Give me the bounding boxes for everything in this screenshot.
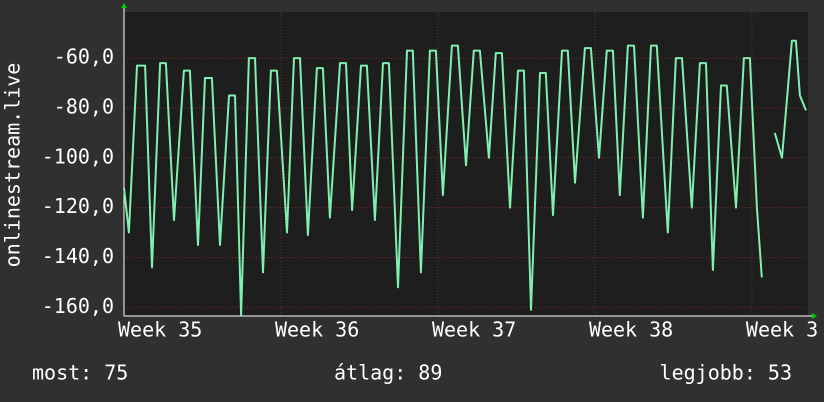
footer-best: legjobb: 53	[660, 361, 792, 385]
y-tick-label: -80,0	[54, 94, 114, 118]
y-tick-label: -120,0	[42, 194, 114, 218]
x-tick-label: Week 38	[589, 318, 673, 342]
y-tick-label: -140,0	[42, 244, 114, 268]
x-axis-arrow	[812, 313, 817, 319]
footer-current: most: 75	[32, 361, 128, 385]
y-axis-label: onlinestream.live	[1, 63, 25, 268]
x-tick-label: Week 3	[746, 318, 818, 342]
y-tick-label: -60,0	[54, 45, 114, 69]
x-tick-label: Week 36	[275, 318, 359, 342]
x-tick-label: Week 35	[118, 318, 202, 342]
y-axis-arrow	[121, 3, 127, 8]
y-tick-label: -160,0	[42, 294, 114, 318]
data-line	[123, 39, 807, 316]
footer-average: átlag: 89	[334, 361, 442, 385]
y-tick-label: -100,0	[42, 144, 114, 168]
x-tick-label: Week 37	[432, 318, 516, 342]
